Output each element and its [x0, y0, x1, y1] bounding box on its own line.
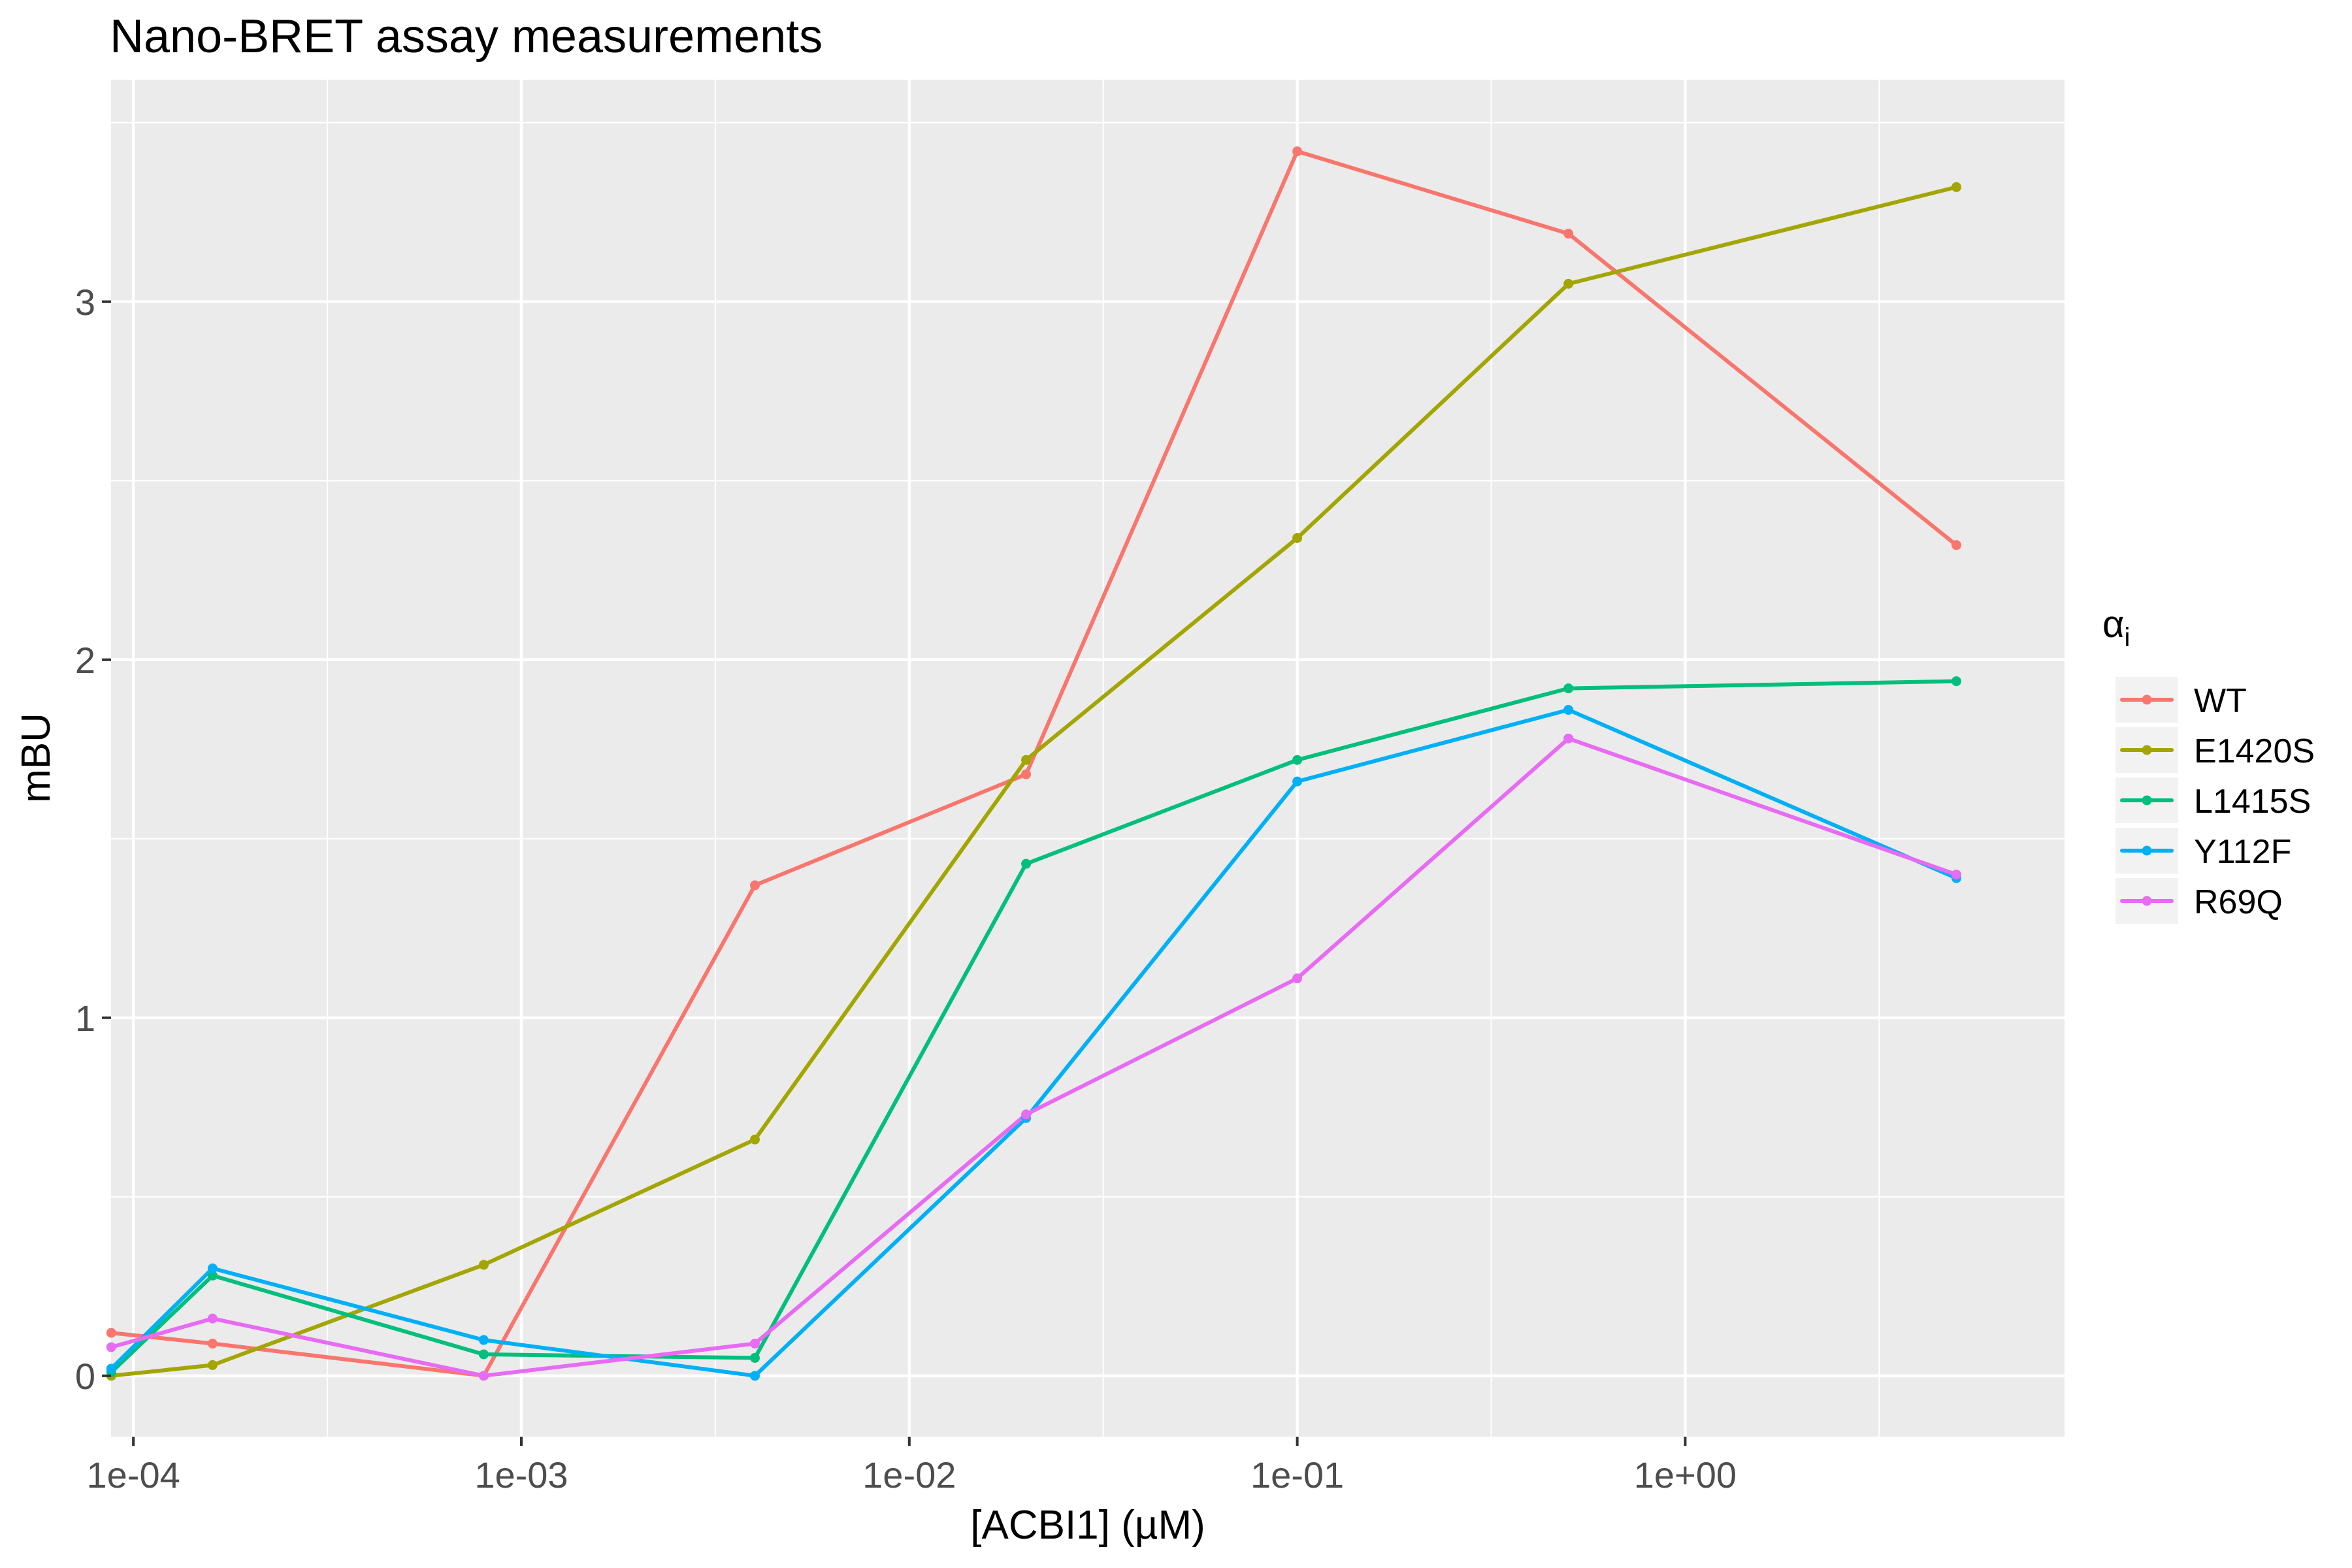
x-tick-label: 1e-03	[474, 1454, 568, 1495]
data-point-e1420s	[1563, 278, 1574, 289]
data-point-l1415s	[1021, 858, 1032, 869]
data-point-r69q	[1563, 733, 1574, 743]
data-point-l1415s	[1951, 676, 1961, 687]
series-line-y112f	[109, 708, 1959, 1378]
data-point-y112f	[207, 1263, 218, 1273]
y-tick-label: 2	[75, 640, 95, 681]
y-tick-label: 1	[75, 998, 95, 1039]
legend-title-subscript: i	[2125, 623, 2131, 652]
legend-label: L1415S	[2194, 783, 2311, 821]
data-point-l1415s	[478, 1349, 489, 1360]
legend-title: αi	[2102, 603, 2130, 652]
data-point-y112f	[478, 1335, 489, 1345]
legend-key-point	[2142, 745, 2152, 755]
data-point-y112f	[1563, 705, 1574, 715]
y-axis-title: mBU	[14, 713, 59, 803]
data-point-e1420s	[749, 1134, 760, 1145]
x-tick-label: 1e-01	[1250, 1454, 1344, 1495]
plot-panel	[111, 80, 2065, 1437]
legend: αi WT E1420S L1415S Y112F R69Q	[2102, 603, 2315, 924]
series-line-e1420s	[109, 185, 1959, 1378]
series-points	[106, 146, 1961, 1381]
data-point-r69q	[1951, 870, 1961, 880]
data-point-r69q	[478, 1371, 489, 1381]
data-point-l1415s	[1563, 683, 1574, 694]
chart-title: Nano-BRET assay measurements	[110, 10, 823, 63]
y-tick-label: 0	[75, 1356, 95, 1397]
x-axis: 1e-04 1e-03 1e-02 1e-01 1e+00	[87, 1437, 1737, 1495]
legend-key-point	[2142, 694, 2152, 705]
data-point-e1420s	[1292, 532, 1303, 543]
data-point-wt	[207, 1339, 218, 1349]
legend-label: Y112F	[2194, 833, 2291, 871]
legend-label: R69Q	[2194, 883, 2283, 921]
series-line-r69q	[109, 736, 1959, 1378]
data-point-y112f	[1292, 776, 1303, 787]
data-point-y112f	[749, 1371, 760, 1381]
data-point-r69q	[749, 1339, 760, 1349]
data-point-r69q	[207, 1313, 218, 1324]
data-point-r69q	[106, 1342, 116, 1352]
data-point-wt	[749, 880, 760, 890]
data-point-r69q	[1021, 1109, 1032, 1120]
series-line-l1415s	[109, 679, 1959, 1375]
data-point-wt	[1563, 229, 1574, 239]
legend-key-point	[2142, 795, 2152, 806]
data-point-r69q	[1292, 973, 1303, 984]
x-tick-label: 1e-02	[862, 1454, 956, 1495]
data-point-e1420s	[1951, 182, 1961, 192]
data-point-l1415s	[749, 1352, 760, 1363]
data-point-e1420s	[1021, 755, 1032, 765]
data-point-wt	[1292, 146, 1303, 157]
data-point-e1420s	[207, 1360, 218, 1370]
x-axis-title: [ACBI1] (µM)	[970, 1503, 1205, 1548]
data-point-wt	[1021, 769, 1032, 779]
data-point-l1415s	[1292, 755, 1303, 765]
legend-label: E1420S	[2194, 732, 2315, 770]
legend-key-point	[2142, 845, 2152, 856]
data-point-wt	[106, 1328, 116, 1338]
data-point-e1420s	[478, 1260, 489, 1270]
x-tick-label: 1e-04	[87, 1454, 180, 1495]
y-tick-label: 3	[75, 282, 95, 323]
legend-label: WT	[2194, 682, 2247, 720]
legend-title-symbol: α	[2102, 603, 2125, 645]
data-point-y112f	[106, 1364, 116, 1374]
legend-key-point	[2142, 896, 2152, 906]
x-tick-label: 1e+00	[1634, 1454, 1737, 1495]
legend-items: WT E1420S L1415S Y112F R69Q	[2115, 677, 2315, 924]
data-point-l1415s	[207, 1270, 218, 1281]
data-point-wt	[1951, 540, 1961, 550]
y-axis: 0 1 2 3	[75, 282, 111, 1397]
series-lines	[109, 149, 1959, 1378]
